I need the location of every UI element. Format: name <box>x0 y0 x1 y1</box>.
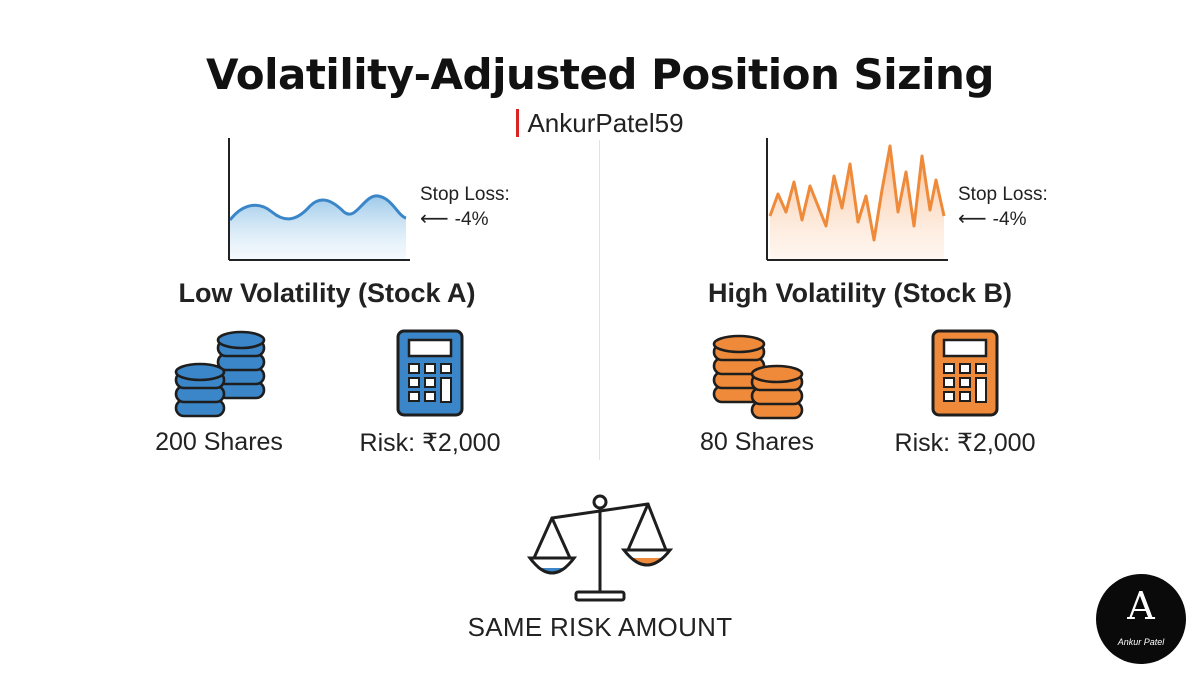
stop-loss-label: Stop Loss: <box>958 184 1048 205</box>
stop-loss-label: Stop Loss: <box>420 184 510 205</box>
left-arrow-icon: ⟵ <box>958 208 987 230</box>
page-title: Volatility-Adjusted Position Sizing <box>206 50 994 99</box>
brand-logo: A Ankur Patel <box>1096 574 1186 664</box>
coins-icon <box>712 334 804 420</box>
balance-scale-icon <box>527 494 674 602</box>
subtitle: AnkurPatel59 <box>0 108 1200 139</box>
logo-mark: A <box>1127 584 1155 628</box>
high-volatility-area <box>770 146 944 260</box>
stop-loss-value: -4% <box>992 209 1027 230</box>
calculator-icon <box>931 329 999 417</box>
high-volatility-line <box>768 144 946 242</box>
low-volatility-title: Low Volatility (Stock A) <box>178 278 476 308</box>
left-shares-label: 200 Shares <box>155 428 283 456</box>
right-risk-label: Risk: ₹2,000 <box>894 429 1036 457</box>
high-volatility-wave-chart-icon <box>766 138 948 261</box>
calculator-icon <box>396 329 464 417</box>
subtitle-text: AnkurPatel59 <box>527 108 684 138</box>
low-volatility-wave-chart-icon <box>228 138 410 261</box>
center-divider <box>599 140 600 460</box>
right-stop-loss: Stop Loss: ⟵ -4% <box>958 183 1048 232</box>
high-volatility-title: High Volatility (Stock B) <box>707 278 1012 308</box>
coins-icon <box>174 330 266 418</box>
left-risk-label: Risk: ₹2,000 <box>359 429 501 457</box>
right-shares-label: 80 Shares <box>700 428 814 456</box>
logo-name: Ankur Patel <box>1117 637 1165 647</box>
accent-bar <box>516 109 520 137</box>
stop-loss-value: -4% <box>454 209 489 230</box>
left-arrow-icon: ⟵ <box>420 208 449 230</box>
footer-label: SAME RISK AMOUNT <box>467 612 733 642</box>
low-volatility-area <box>230 195 406 260</box>
left-stop-loss: Stop Loss: ⟵ -4% <box>420 183 510 232</box>
low-volatility-line <box>228 194 407 221</box>
